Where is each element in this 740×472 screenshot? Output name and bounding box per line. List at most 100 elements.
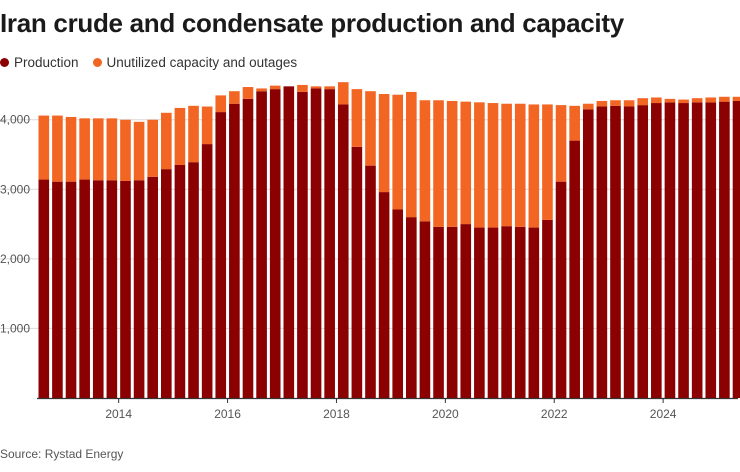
bar-production — [487, 227, 499, 398]
bar-production — [324, 89, 335, 398]
bar-unutilized — [528, 104, 540, 228]
bar-unutilized — [297, 84, 308, 92]
bar-production — [691, 102, 703, 398]
bar-unutilized — [719, 96, 730, 102]
bar-unutilized — [242, 87, 254, 99]
bar-production — [406, 217, 417, 398]
bar-unutilized — [446, 100, 458, 227]
bar-unutilized — [474, 102, 485, 228]
bar-production — [120, 180, 131, 398]
legend-item-production: Production — [0, 55, 79, 70]
bar-unutilized — [310, 86, 322, 89]
bar-production — [147, 176, 159, 398]
bar-unutilized — [623, 100, 635, 107]
bar-unutilized — [596, 100, 608, 107]
bar-unutilized — [569, 105, 580, 141]
bar-production — [310, 88, 322, 398]
bar-production — [474, 227, 485, 398]
bar-production — [92, 180, 104, 398]
bar-unutilized — [256, 88, 267, 92]
legend-swatch-unutilized — [92, 58, 102, 67]
x-tick-label: 2022 — [541, 407, 568, 421]
bar-unutilized — [582, 103, 594, 110]
bar-production — [460, 224, 472, 398]
bar-unutilized — [365, 91, 376, 166]
bar-production — [542, 219, 553, 398]
bar-unutilized — [378, 94, 390, 193]
bar-unutilized — [188, 105, 199, 163]
bar-production — [215, 112, 227, 398]
bar-production — [52, 181, 63, 398]
bar-production — [501, 226, 512, 398]
bar-production — [65, 181, 77, 398]
y-tick-label: 1,000 — [0, 321, 30, 335]
y-tick-label: 2,000 — [0, 252, 30, 266]
bar-production — [419, 221, 431, 398]
x-tick-label: 2016 — [214, 407, 241, 421]
bar-production — [664, 102, 676, 398]
bar-production — [174, 164, 186, 398]
bar-production — [351, 146, 363, 398]
bar-unutilized — [555, 105, 567, 182]
bar-unutilized — [691, 98, 703, 103]
bar-unutilized — [92, 118, 104, 181]
bar-production — [269, 89, 281, 398]
bar-unutilized — [337, 82, 349, 105]
bar-production — [651, 103, 662, 398]
bar-unutilized — [542, 104, 553, 220]
legend-item-unutilized: Unutilized capacity and outages — [92, 55, 298, 70]
bar-production — [569, 140, 580, 398]
bar-unutilized — [732, 96, 740, 101]
bar-unutilized — [120, 119, 131, 181]
bar-production — [297, 91, 308, 399]
bar-unutilized — [106, 118, 118, 181]
bar-unutilized — [215, 95, 227, 113]
legend-label-production: Production — [14, 55, 79, 70]
bar-production — [201, 144, 213, 398]
bar-production — [623, 106, 635, 399]
bar-unutilized — [79, 118, 90, 180]
bar-unutilized — [269, 85, 281, 90]
bar-unutilized — [65, 116, 77, 182]
bar-production — [106, 180, 118, 398]
bar-production — [678, 103, 689, 398]
x-tick-label: 2014 — [105, 407, 132, 421]
bar-unutilized — [419, 100, 431, 222]
legend-swatch-production — [0, 58, 9, 67]
bar-production — [283, 86, 295, 398]
bar-unutilized — [147, 119, 159, 177]
bar-production — [555, 181, 567, 398]
bar-production — [528, 227, 540, 398]
bar-production — [392, 209, 404, 398]
bar-production — [378, 192, 390, 398]
bar-production — [433, 226, 444, 398]
bar-production — [188, 162, 199, 398]
bar-production — [705, 102, 717, 398]
legend-label-unutilized: Unutilized capacity and outages — [106, 55, 298, 70]
bar-unutilized — [433, 100, 444, 227]
bar-unutilized — [651, 97, 662, 104]
bar-production — [133, 180, 145, 398]
bar-unutilized — [161, 112, 172, 170]
bar-unutilized — [324, 86, 335, 90]
bar-production — [446, 226, 458, 398]
bar-unutilized — [514, 103, 526, 227]
bar-unutilized — [351, 89, 363, 147]
bar-production — [719, 101, 730, 399]
bar-unutilized — [174, 107, 186, 165]
bar-production — [637, 105, 649, 398]
bar-unutilized — [487, 103, 499, 228]
bar-unutilized — [678, 99, 689, 104]
bar-production — [161, 169, 172, 398]
y-tick-label: 4,000 — [0, 113, 30, 127]
bar-production — [732, 100, 740, 399]
bar-unutilized — [133, 121, 145, 181]
bar-production — [38, 179, 50, 398]
legend: Production Unutilized capacity and outag… — [0, 55, 297, 70]
x-tick-label: 2024 — [650, 407, 677, 421]
bar-production — [256, 91, 267, 398]
y-tick-label: 3,000 — [0, 182, 30, 196]
bar-production — [582, 109, 594, 398]
bar-production — [514, 226, 526, 398]
bar-unutilized — [392, 94, 404, 210]
